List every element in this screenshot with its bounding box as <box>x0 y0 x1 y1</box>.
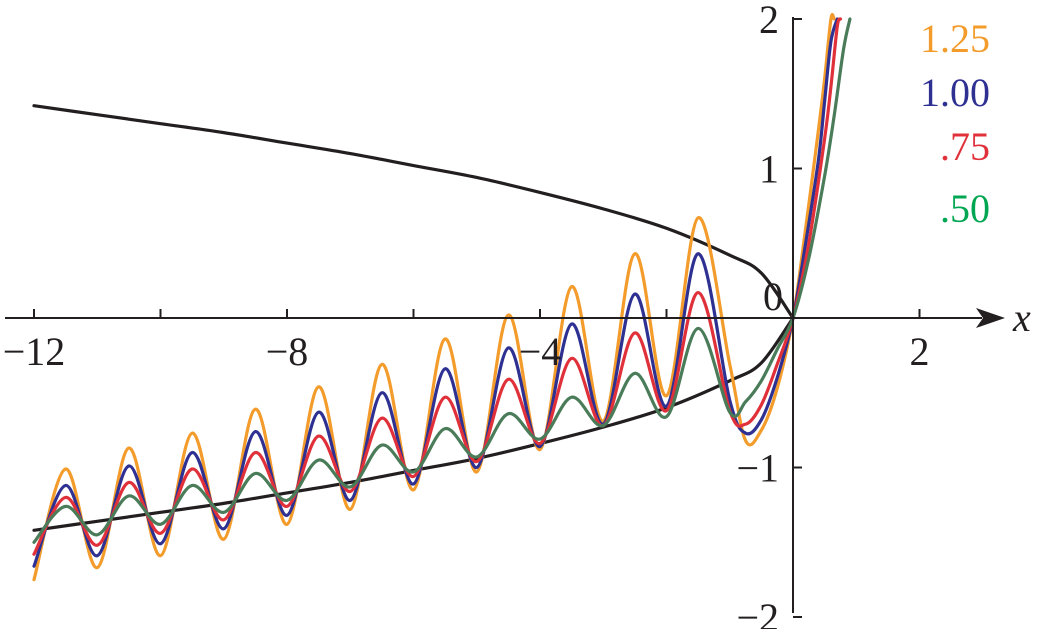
x-tick-label: −12 <box>3 329 66 374</box>
series-layer <box>32 13 852 582</box>
y-tick-label: 2 <box>759 0 779 42</box>
x-tick-label: −4 <box>519 329 562 374</box>
legend-entry: .50 <box>940 186 990 231</box>
x-axis-label: x <box>1012 295 1031 340</box>
series-line-2 <box>32 13 836 582</box>
x-tick-label: 2 <box>910 329 930 374</box>
x-tick-label: −8 <box>266 329 309 374</box>
series-line-3 <box>32 17 839 568</box>
y-tick-label: −1 <box>736 446 779 491</box>
labels-layer: −12 −8 −4 0 2 2 1 −1 −2 x 1.25 1.00 .75 .50 <box>3 0 1031 629</box>
axes-layer <box>5 17 1005 618</box>
series-line-0 <box>32 104 795 320</box>
series-line-4 <box>32 17 843 556</box>
legend-entry: .75 <box>940 124 990 169</box>
legend-entry: 1.25 <box>920 16 990 61</box>
legend-entry: 1.00 <box>920 70 990 115</box>
y-tick-label: −2 <box>736 595 779 629</box>
y-tick-label: 1 <box>759 147 779 192</box>
x-axis-arrow <box>976 308 1005 328</box>
series-line-1 <box>32 316 795 532</box>
x-tick-label: 0 <box>763 274 783 319</box>
